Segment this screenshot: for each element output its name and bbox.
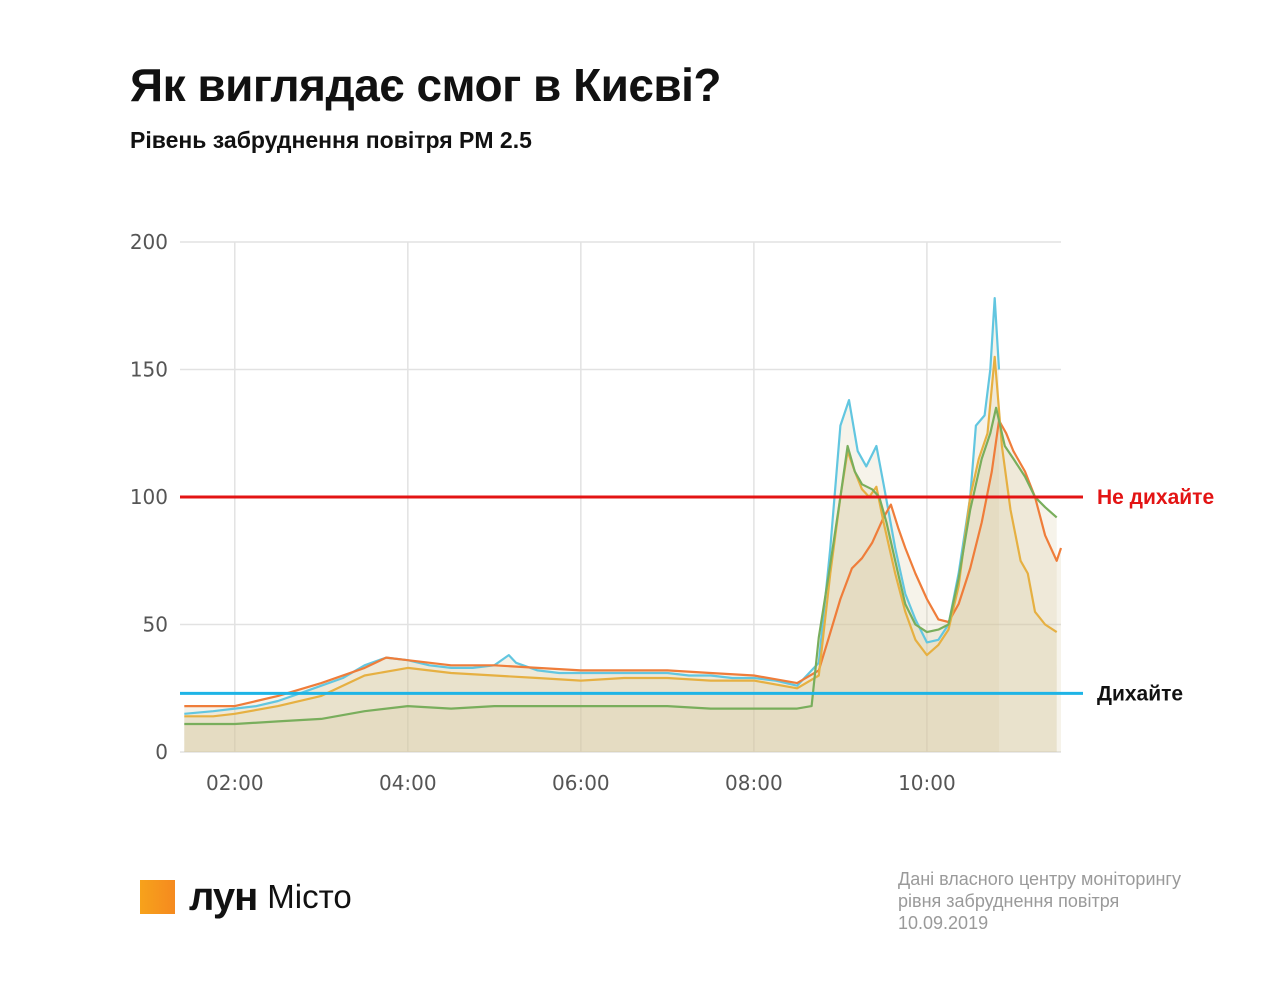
x-tick-label: 04:00 <box>379 771 437 795</box>
x-tick-label: 02:00 <box>206 771 264 795</box>
series-lines <box>184 297 1063 726</box>
logo-brand: ЛУН <box>189 875 258 919</box>
y-tick-label: 150 <box>130 358 168 382</box>
source-line: рівня забруднення повітря <box>898 891 1120 911</box>
x-tick-label: 08:00 <box>725 771 783 795</box>
page-subtitle: Рівень забруднення повітря PM 2.5 <box>130 127 532 153</box>
y-tick-label: 100 <box>130 485 168 509</box>
logo-sub: Місто <box>267 878 352 915</box>
x-tick-label: 06:00 <box>552 771 610 795</box>
y-tick-label: 50 <box>143 613 168 637</box>
y-tick-label: 200 <box>130 230 168 254</box>
series-area <box>184 407 1057 752</box>
source-line: Дані власного центру моніторингу <box>898 869 1181 889</box>
reference-label: Дихайте <box>1097 682 1183 705</box>
axis-ticks: 0 50 100 150 200 02:00 04:00 06:00 08:00 10:00 <box>130 230 956 795</box>
y-tick-label: 0 <box>155 740 168 764</box>
series-line <box>184 297 1001 715</box>
reference-label: Не дихайте <box>1097 486 1214 509</box>
series-line <box>184 406 1058 726</box>
logo-square-icon <box>140 880 175 914</box>
series-line <box>184 355 1058 718</box>
x-tick-label: 10:00 <box>898 771 956 795</box>
lun-misto-logo: ЛУН Місто <box>140 875 352 919</box>
page-title: Як виглядає смог в Києві? <box>130 59 721 111</box>
reference-lines: Не дихайте Дихайте <box>180 486 1214 705</box>
source-note: Дані власного центру моніторингу рівня з… <box>898 868 1181 934</box>
series-area <box>184 356 1057 752</box>
source-line: 10.09.2019 <box>898 913 989 933</box>
